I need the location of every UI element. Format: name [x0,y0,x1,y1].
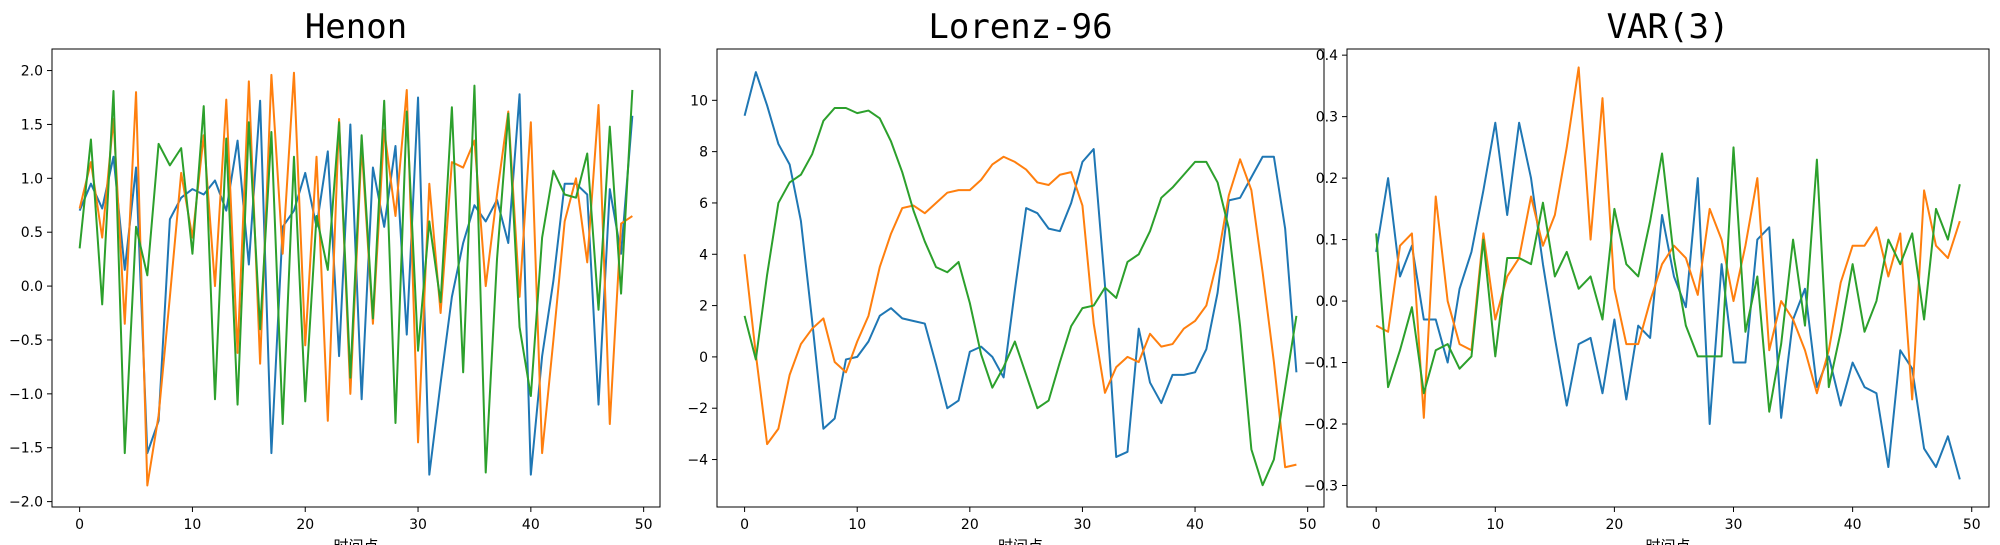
henon-y-tick-label: 2.0 [21,64,43,80]
var3-title: VAR(3) [1607,7,1730,47]
henon-y-tick-label: −1.0 [9,387,43,403]
henon-subplot: Henon 时间点 0 10 20 30 40 50 −2.0 −1.5 −1.0 −0.5 0.0… [9,7,661,545]
lorenz96-x-tick-label: 20 [961,517,979,533]
henon-y-tick-label: −0.5 [9,333,43,349]
lorenz96-line-series-2 [743,155,1297,469]
henon-x-tick-label: 40 [522,517,540,533]
lorenz96-y-tick-label: −4 [687,453,708,469]
lorenz96-y-tick-label: 10 [690,93,708,109]
var3-line-series-1 [1375,121,1961,480]
lorenz96-line-series-3 [743,107,1298,487]
henon-x-tick-label: 0 [75,517,84,533]
var3-x-tick-label: 0 [1372,517,1381,533]
lorenz96-y-tick-label: 2 [699,299,708,315]
lorenz96-x-tick-label: 0 [740,517,749,533]
henon-x-tick-label: 50 [635,517,653,533]
var3-x-tick-label: 10 [1486,517,1504,533]
lorenz96-line-series-1 [743,71,1298,458]
henon-y-tick-label: 1.5 [21,117,43,133]
var3-y-tick-label: −0.2 [1304,417,1338,433]
lorenz96-x-axis-label: 时间点 [998,537,1043,545]
var3-x-axis-label: 时间点 [1645,537,1690,545]
lorenz96-x-tick-label: 30 [1074,517,1092,533]
var3-subplot: VAR(3) 时间点 0 10 20 30 40 50 −0.3 −0.2 −0.1 0.0 0.1… [1304,7,1990,545]
lorenz96-plot-frame [716,48,1325,508]
var3-plot-frame [1346,48,1990,508]
lorenz96-y-tick-label: −2 [687,401,708,417]
henon-x-tick-label: 30 [409,517,427,533]
henon-title: Henon [305,7,407,47]
lorenz96-x-tick-label: 10 [848,517,866,533]
var3-x-tick-label: 20 [1605,517,1623,533]
var3-y-tick-label: 0.4 [1316,48,1338,64]
lorenz96-title: Lorenz-96 [928,7,1112,47]
lorenz96-x-tick-label: 50 [1299,517,1317,533]
var3-y-tick-label: −0.1 [1304,356,1338,372]
henon-y-tick-label: −2.0 [9,495,43,511]
var3-y-tick-label: 0.0 [1316,294,1338,310]
var3-x-tick-label: 30 [1725,517,1743,533]
henon-y-tick-label: 0.0 [21,279,43,295]
var3-x-tick-label: 50 [1963,517,1981,533]
henon-line-series-3 [78,84,634,474]
henon-y-tick-label: 0.5 [21,225,43,241]
henon-x-tick-label: 10 [184,517,202,533]
var3-y-tick-label: −0.3 [1304,478,1338,494]
var3-y-tick-label: 0.2 [1316,171,1338,187]
henon-y-tick-label: 1.0 [21,171,43,187]
var3-y-tick-label: 0.1 [1316,233,1338,249]
var3-x-tick-label: 40 [1844,517,1862,533]
lorenz96-x-tick-label: 40 [1186,517,1204,533]
henon-y-tick-label: −1.5 [9,441,43,457]
var3-line-series-3 [1375,146,1961,413]
henon-x-tick-label: 20 [296,517,314,533]
henon-x-axis-label: 时间点 [333,537,378,545]
lorenz96-subplot: Lorenz-96 时间点 0 10 20 30 40 50 −4 −2 0 2 4 6 8 10 [687,7,1325,545]
lorenz96-y-tick-label: 0 [699,350,708,366]
lorenz96-y-tick-label: 8 [699,145,708,161]
lorenz96-y-tick-label: 6 [699,196,708,212]
var3-y-tick-label: 0.3 [1316,110,1338,126]
henon-plot-frame [51,48,661,508]
lorenz96-y-tick-label: 4 [699,247,708,263]
